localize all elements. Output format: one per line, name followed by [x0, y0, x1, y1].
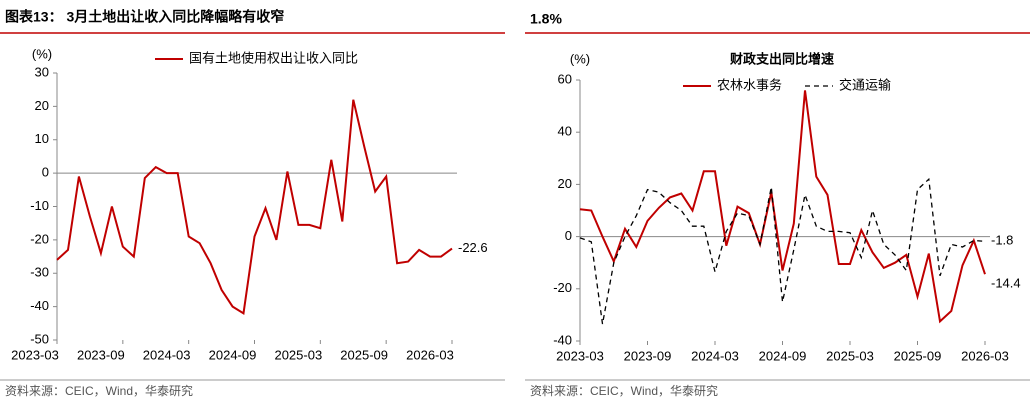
x-tick-label: 2025-09	[894, 348, 942, 363]
y-tick-label: -40	[553, 332, 572, 347]
y-tick-label: 0	[565, 228, 572, 243]
y-tick-label: 10	[35, 131, 49, 146]
x-tick-label: 2023-03	[556, 348, 604, 363]
x-tick-label: 2023-09	[77, 347, 125, 362]
series-line	[579, 90, 986, 324]
value-label: -22.6	[458, 240, 488, 255]
x-tick-label: 2026-03	[406, 347, 454, 362]
value-label: -14.4	[991, 276, 1021, 291]
source: 资料来源：CEIC，Wind，华泰研究	[5, 383, 193, 398]
x-tick-label: 2024-03	[143, 347, 191, 362]
y-tick-label: -10	[30, 198, 49, 213]
x-tick-label: 2024-03	[691, 348, 739, 363]
y-tick-label: -30	[30, 265, 49, 280]
y-tick-label: 30	[35, 64, 49, 79]
y-tick-label: 20	[35, 98, 49, 113]
x-tick-label: 2023-03	[11, 347, 59, 362]
legend-label: 农林水事务	[717, 77, 782, 92]
x-tick-label: 2025-09	[340, 347, 388, 362]
series-line	[579, 177, 986, 325]
y-tick-label: -40	[30, 298, 49, 313]
x-tick-label: 2025-03	[274, 347, 322, 362]
y-tick-label: 60	[558, 71, 572, 86]
x-tick-label: 2026-03	[961, 348, 1009, 363]
x-tick-label: 2023-09	[624, 348, 672, 363]
y-tick-label: 0	[42, 165, 49, 180]
y-tick-label: -20	[30, 231, 49, 246]
x-tick-label: 2024-09	[209, 347, 257, 362]
source: 资料来源：CEIC，Wind，华泰研究	[530, 383, 718, 398]
y-tick-label: -20	[553, 280, 572, 295]
x-tick-label: 2024-09	[759, 348, 807, 363]
x-tick-label: 2025-03	[826, 348, 874, 363]
left-title: 图表13： 3月土地出让收入同比降幅略有收窄	[5, 9, 284, 25]
chart-title: 财政支出同比增速	[730, 51, 834, 66]
y-axis-label: (%)	[32, 46, 52, 61]
legend-label: 交通运输	[839, 77, 891, 92]
y-tick-label: 40	[558, 124, 572, 139]
legend-label: 国有土地使用权出让收入同比	[189, 50, 358, 65]
right-title: 1.8%	[530, 11, 562, 27]
value-label: -1.8	[991, 233, 1013, 248]
y-axis-label: (%)	[570, 51, 590, 66]
series-line	[56, 99, 453, 315]
y-tick-label: -50	[30, 331, 49, 346]
y-tick-label: 20	[558, 176, 572, 191]
